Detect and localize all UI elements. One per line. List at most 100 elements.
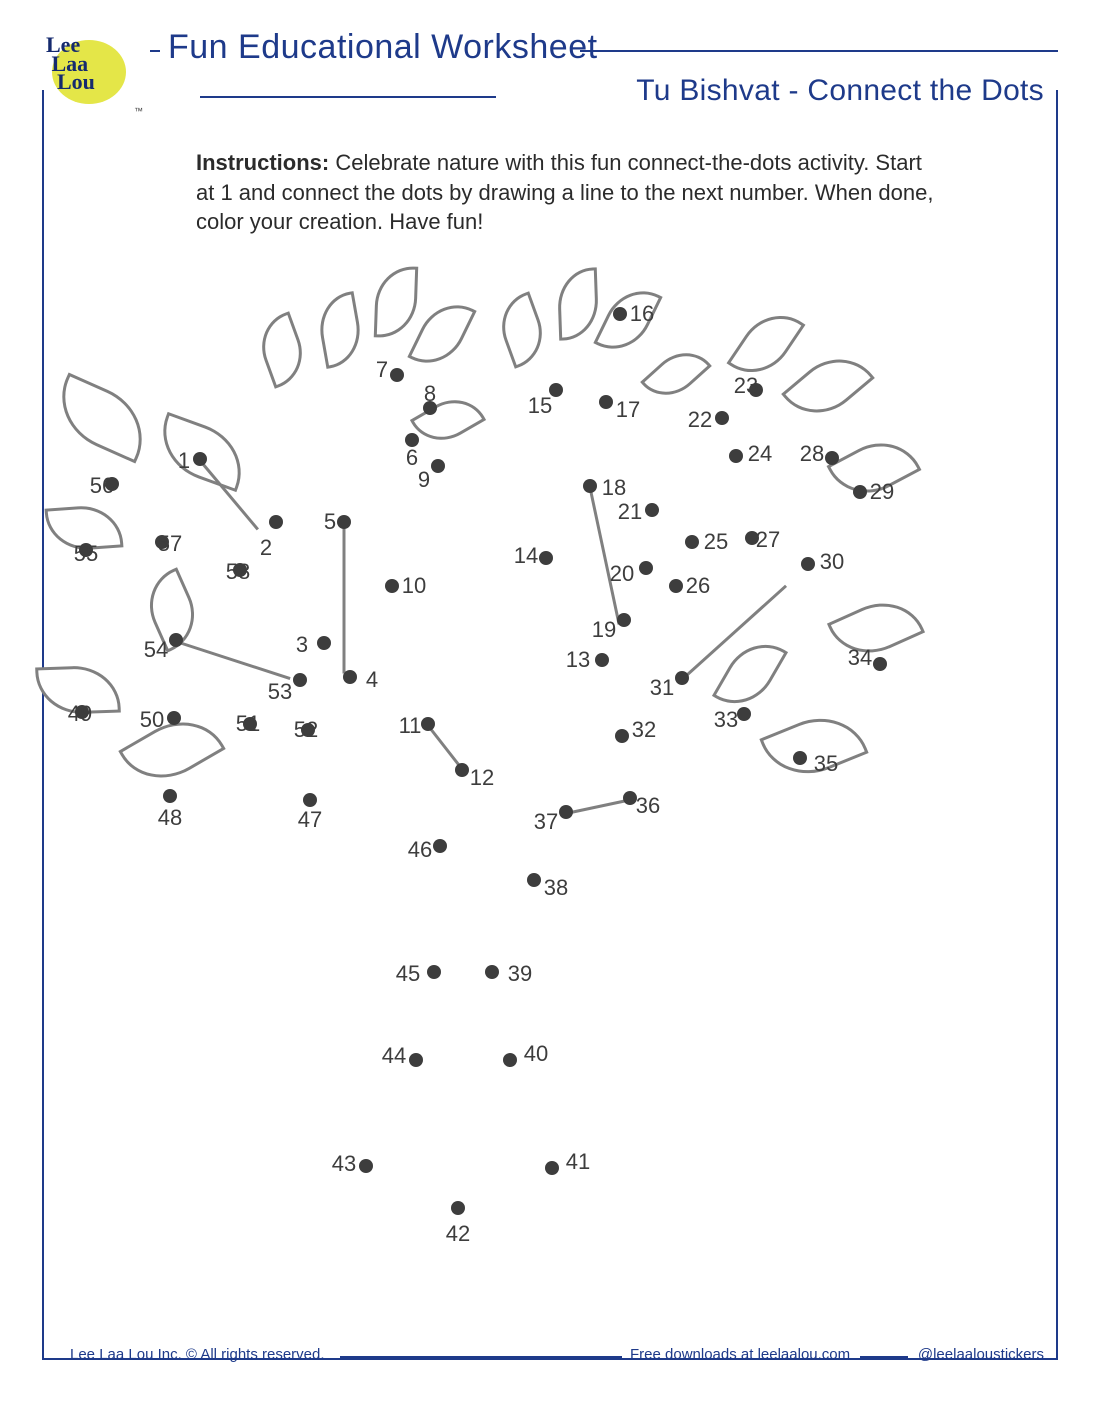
dot-label: 7 [376, 357, 388, 383]
dot-label: 2 [260, 535, 272, 561]
dot-label: 47 [298, 807, 322, 833]
dot-label: 28 [800, 441, 824, 467]
dot [385, 579, 399, 593]
dot-label: 4 [366, 667, 378, 693]
dot-label: 46 [408, 837, 432, 863]
instructions-label: Instructions: [196, 150, 329, 175]
dot [163, 789, 177, 803]
logo-tm: ™ [134, 106, 143, 116]
dot-label: 20 [610, 561, 634, 587]
leaf-shape [410, 387, 486, 453]
rule [580, 50, 1058, 52]
branch-stalk [589, 487, 621, 625]
dot-label: 18 [602, 475, 626, 501]
dot [715, 411, 729, 425]
dot-label: 39 [508, 961, 532, 987]
dot-label: 9 [418, 467, 430, 493]
dot-label: 11 [399, 713, 422, 739]
dot-label: 29 [870, 479, 894, 505]
leaf-shape [557, 267, 599, 340]
dot [431, 459, 445, 473]
dot [343, 670, 357, 684]
dot [613, 307, 627, 321]
dot [559, 805, 573, 819]
instructions: Instructions: Celebrate nature with this… [196, 148, 936, 237]
dot-label: 35 [814, 751, 838, 777]
dot [645, 503, 659, 517]
dot [527, 873, 541, 887]
dot-label: 30 [820, 549, 844, 575]
dot [685, 535, 699, 549]
dot [421, 717, 435, 731]
dot-label: 53 [268, 679, 292, 705]
leaf-shape [827, 589, 925, 668]
brand-logo: Lee Laa Lou ™ [22, 6, 152, 136]
dot [269, 515, 283, 529]
dot [317, 636, 331, 650]
dot [539, 551, 553, 565]
dot-label: 32 [632, 717, 656, 743]
dot [853, 485, 867, 499]
footer-downloads: Free downloads at leelaalou.com [630, 1346, 850, 1363]
dot-label: 26 [686, 573, 710, 599]
dot [409, 1053, 423, 1067]
rule [340, 1356, 622, 1358]
dot-label: 21 [618, 499, 642, 525]
dot-label: 12 [470, 765, 494, 791]
dot-label: 34 [848, 645, 872, 671]
dot [427, 965, 441, 979]
dot-label: 13 [566, 647, 590, 673]
dot-label: 17 [616, 397, 640, 423]
dot [737, 707, 751, 721]
activity-canvas: 1234567891011121314151617181920212223242… [42, 260, 1058, 1320]
dot-label: 19 [592, 617, 616, 643]
dot-label: 31 [650, 675, 674, 701]
dot [485, 965, 499, 979]
dot-label: 44 [382, 1043, 406, 1069]
dot-label: 43 [332, 1151, 356, 1177]
logo-line3: Lou [57, 69, 95, 94]
dot [433, 839, 447, 853]
dot-label: 56 [90, 473, 114, 499]
dot [359, 1159, 373, 1173]
branch-stalk [566, 798, 631, 815]
footer: Lee Laa Lou Inc. © All rights reserved. … [70, 1346, 1044, 1363]
page-title: Fun Educational Worksheet [168, 28, 598, 67]
dot-label: 50 [140, 707, 164, 733]
dot-label: 33 [714, 707, 738, 733]
dot-label: 27 [756, 527, 780, 553]
dot-label: 1 [178, 448, 190, 474]
leaf-shape [407, 292, 476, 375]
dot-label: 55 [74, 541, 98, 567]
dot [583, 479, 597, 493]
dot-label: 54 [144, 637, 168, 663]
dot [337, 515, 351, 529]
dot-label: 14 [514, 543, 538, 569]
dot-label: 10 [402, 573, 426, 599]
dot [615, 729, 629, 743]
dot [595, 653, 609, 667]
dot [617, 613, 631, 627]
leaf-shape [374, 265, 418, 338]
dot-label: 52 [294, 717, 318, 743]
dot [729, 449, 743, 463]
footer-copyright: Lee Laa Lou Inc. © All rights reserved. [70, 1346, 325, 1363]
dot-label: 25 [704, 529, 728, 555]
dot [675, 671, 689, 685]
dot-label: 36 [636, 793, 660, 819]
leaf-shape [314, 291, 366, 369]
dot-label: 51 [236, 711, 260, 737]
footer-social: @leelaaloustickers [918, 1346, 1044, 1363]
dot-label: 5 [324, 509, 336, 535]
dot-label: 16 [630, 301, 654, 327]
dot [193, 452, 207, 466]
dot [669, 579, 683, 593]
dot [455, 763, 469, 777]
leaf-shape [46, 372, 158, 463]
leaf-shape [492, 291, 553, 369]
dot [293, 673, 307, 687]
dot [825, 451, 839, 465]
dot-label: 37 [534, 809, 558, 835]
dot [599, 395, 613, 409]
dot-label: 23 [734, 373, 758, 399]
